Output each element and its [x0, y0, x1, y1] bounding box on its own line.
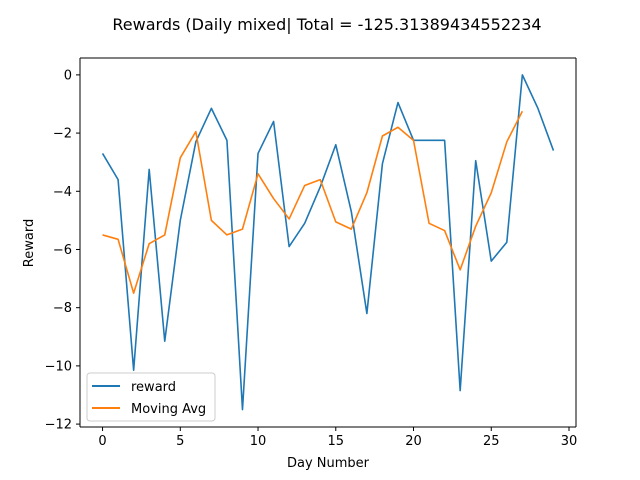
y-tick-label: −6 — [53, 243, 72, 258]
x-tick-label: 0 — [98, 434, 106, 449]
plot-area — [80, 58, 576, 427]
x-tick-label: 30 — [561, 434, 578, 449]
y-tick-label: −10 — [45, 359, 72, 374]
y-axis-ticks: 0 −2 −4 −6 −8 −10 −12 — [45, 68, 80, 433]
y-tick-label: −2 — [53, 127, 72, 142]
x-tick-label: 20 — [405, 434, 422, 449]
x-tick-label: 5 — [176, 434, 184, 449]
axes-frame — [79, 57, 577, 428]
y-tick-label: −12 — [45, 418, 72, 433]
series-layer — [101, 74, 555, 411]
chart-title: Rewards (Daily mixed| Total = -125.31389… — [112, 15, 541, 34]
x-tick-label: 15 — [328, 434, 345, 449]
y-tick-label: −4 — [53, 185, 72, 200]
x-tick-label: 25 — [483, 434, 500, 449]
legend-label-reward: reward — [131, 380, 176, 395]
series-line-moving-avg — [102, 110, 524, 294]
x-tick-label: 10 — [250, 434, 267, 449]
x-axis-label: Day Number — [287, 456, 370, 471]
legend: reward Moving Avg — [86, 372, 216, 422]
series-line-reward — [101, 74, 555, 411]
legend-label-moving-avg: Moving Avg — [131, 402, 206, 417]
y-tick-label: −8 — [53, 301, 72, 316]
x-axis-ticks: 0 5 10 15 20 25 30 — [98, 427, 577, 449]
y-tick-label: 0 — [64, 68, 72, 83]
y-axis-label: Reward — [22, 219, 37, 267]
